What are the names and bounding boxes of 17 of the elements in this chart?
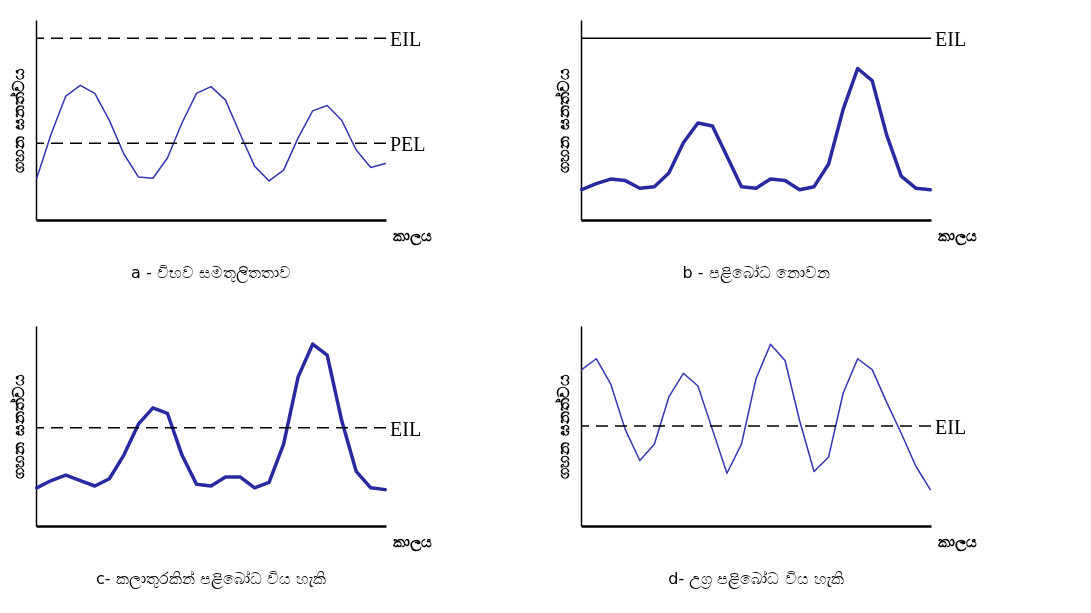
y-axis-title: ගහන ඝනත්වය — [553, 68, 573, 173]
text: a - විභව සමතුලිතතාව — [131, 263, 291, 283]
y-axis-title: ගහන ඝනත්වය — [8, 374, 28, 479]
ref-line-label: EIL — [935, 416, 967, 438]
ref-line-label: EIL — [390, 417, 422, 440]
text: d- උග්‍ර පළිබෝධ විය හැකි — [668, 569, 844, 589]
text: b - පළිබෝධ නොවන — [682, 263, 830, 283]
x-axis-title: කාලය — [937, 226, 977, 246]
ref-line-label: EIL — [390, 28, 422, 51]
x-axis-title: කාලය — [392, 226, 432, 246]
y-axis-title: ගහන ඝනත්වය — [8, 68, 28, 173]
ref-line-label: PEL — [390, 133, 426, 156]
x-axis-title: කාලය — [392, 532, 432, 552]
ref-line-label: EIL — [935, 28, 967, 51]
text: c- කලාතුරකින් පළිබෝධ විය හැකි — [96, 569, 326, 589]
x-axis-title: කාලය — [937, 532, 977, 552]
y-axis-title: ගහන ඝනත්වය — [553, 374, 573, 479]
